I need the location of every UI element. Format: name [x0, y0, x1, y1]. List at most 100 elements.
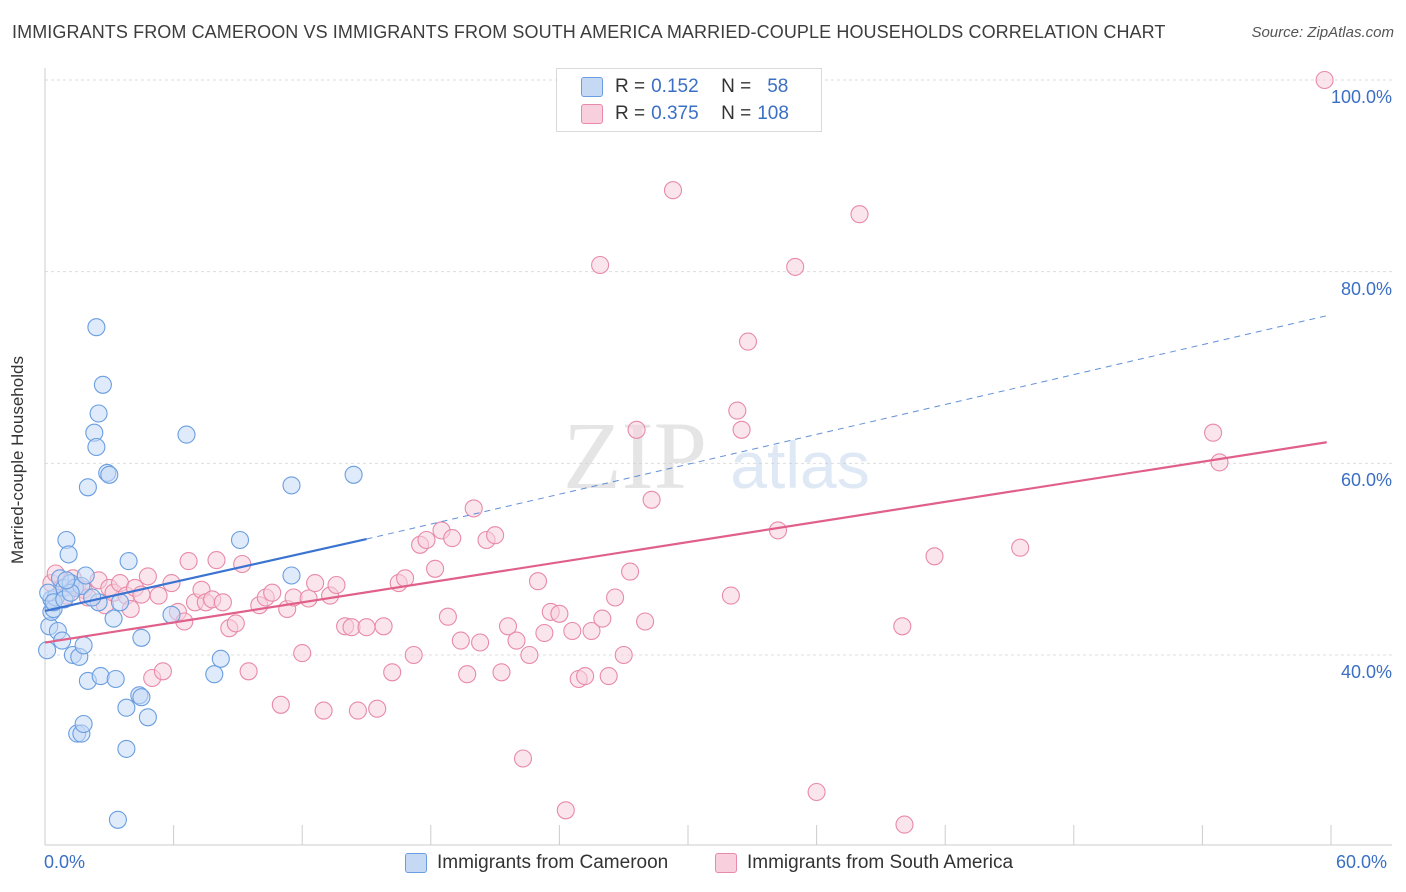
source-label: Source: ZipAtlas.com [1251, 24, 1394, 41]
legend: R = 0.152 N = 58 R = 0.375 N = 108 [556, 68, 822, 132]
data-point-south-america [383, 663, 402, 682]
data-point-south-america [850, 205, 869, 224]
data-point-south-america [207, 551, 226, 570]
data-point-cameroon [108, 810, 127, 829]
data-point-cameroon [89, 404, 108, 423]
data-point-cameroon [100, 465, 119, 484]
data-point-south-america [627, 420, 646, 439]
data-point-south-america [348, 701, 367, 720]
data-point-south-america [149, 586, 168, 605]
data-point-south-america [451, 631, 470, 650]
data-point-south-america [426, 559, 445, 578]
y-tick-label: 80.0% [1340, 278, 1392, 299]
data-point-south-america [293, 644, 312, 663]
watermark-atlas: atlas [730, 428, 869, 502]
data-point-south-america [606, 588, 625, 607]
data-point-cameroon [344, 465, 363, 484]
data-point-cameroon [282, 476, 301, 495]
data-point-south-america [895, 815, 914, 834]
bottom-legend-label-south-america: Immigrants from South America [747, 852, 1014, 873]
x-tick-label-max: 60.0% [1336, 852, 1388, 872]
legend-r-label: R = [615, 103, 646, 124]
legend-r-label: R = [615, 76, 646, 97]
legend-n-label: N = [721, 103, 752, 124]
data-point-south-america [591, 255, 610, 275]
gridlines [45, 79, 1392, 656]
data-point-south-america [374, 617, 393, 636]
legend-r-value-south-america: 0.375 [651, 103, 699, 124]
data-point-cameroon [104, 609, 123, 628]
data-point-south-america [576, 667, 595, 686]
data-point-cameroon [38, 641, 57, 660]
data-point-cameroon [282, 566, 301, 585]
data-point-cameroon [205, 665, 224, 684]
data-point-south-america [614, 645, 633, 665]
data-point-south-america [327, 575, 346, 595]
data-point-south-america [513, 749, 533, 768]
data-point-south-america [732, 420, 751, 439]
data-point-south-america [593, 609, 612, 628]
data-point-south-america [357, 618, 376, 637]
data-point-south-america [893, 617, 912, 636]
data-point-cameroon [117, 739, 136, 758]
bottom-legend-cameroon: Immigrants from Cameroon [405, 852, 668, 874]
bottom-legend-swatch-south-america [715, 853, 737, 873]
data-point-south-america [458, 665, 477, 684]
data-point-south-america [728, 401, 747, 420]
data-point-south-america [563, 621, 582, 641]
y-axis-label: Married-couple Households [8, 356, 27, 564]
x-tick-label-min: 0.0% [44, 852, 86, 872]
data-point-south-america [213, 593, 232, 612]
data-point-south-america [486, 526, 505, 545]
data-point-cameroon [138, 708, 157, 727]
data-point-south-america [368, 699, 387, 718]
data-point-cameroon [177, 425, 196, 444]
legend-swatch-south-america [581, 104, 603, 124]
bottom-legend-swatch-cameroon [405, 853, 427, 873]
data-point-south-america [239, 662, 258, 681]
data-point-south-america [520, 645, 539, 665]
data-point-south-america [621, 562, 640, 581]
data-point-south-america [306, 574, 325, 593]
data-point-cameroon [117, 698, 136, 717]
data-point-south-america [438, 607, 457, 626]
data-point-south-america [721, 586, 740, 605]
legend-row-south-america: R = 0.375 N = 108 [581, 102, 789, 126]
y-tick-label: 100.0% [1330, 87, 1392, 107]
data-point-south-america [179, 552, 198, 571]
data-point-cameroon [93, 375, 112, 394]
data-point-south-america [492, 663, 511, 682]
data-point-south-america [768, 521, 788, 540]
data-point-south-america [263, 583, 282, 602]
data-point-cameroon [59, 545, 78, 564]
legend-n-value-south-america: 108 [757, 103, 789, 124]
data-point-cameroon [76, 566, 95, 585]
data-point-south-america [314, 701, 333, 720]
data-point-cameroon [106, 669, 125, 689]
bottom-legend-south-america: Immigrants from South America [715, 852, 1013, 874]
data-point-south-america [663, 181, 683, 200]
data-point-cameroon [132, 688, 151, 707]
data-point-south-america [471, 633, 490, 652]
data-point-cameroon [211, 649, 230, 668]
data-point-south-america [138, 567, 157, 586]
legend-n-value-cameroon: 58 [767, 76, 789, 97]
series-cameroon-points [38, 318, 363, 829]
data-point-cameroon [132, 628, 151, 647]
data-point-south-america [528, 572, 548, 591]
data-point-south-america [807, 782, 826, 802]
data-point-south-america [556, 801, 575, 820]
data-point-cameroon [230, 530, 250, 550]
data-point-south-america [404, 645, 423, 665]
data-point-south-america [226, 614, 245, 633]
data-point-south-america [738, 332, 758, 351]
trend-line-cameroon [44, 537, 367, 612]
data-point-south-america [1210, 453, 1229, 472]
data-point-cameroon [119, 552, 138, 571]
trend-lines [44, 315, 1327, 644]
data-point-cameroon [74, 636, 93, 655]
data-point-south-america [582, 621, 601, 641]
data-point-south-america [550, 604, 569, 623]
data-point-south-america [636, 612, 655, 631]
